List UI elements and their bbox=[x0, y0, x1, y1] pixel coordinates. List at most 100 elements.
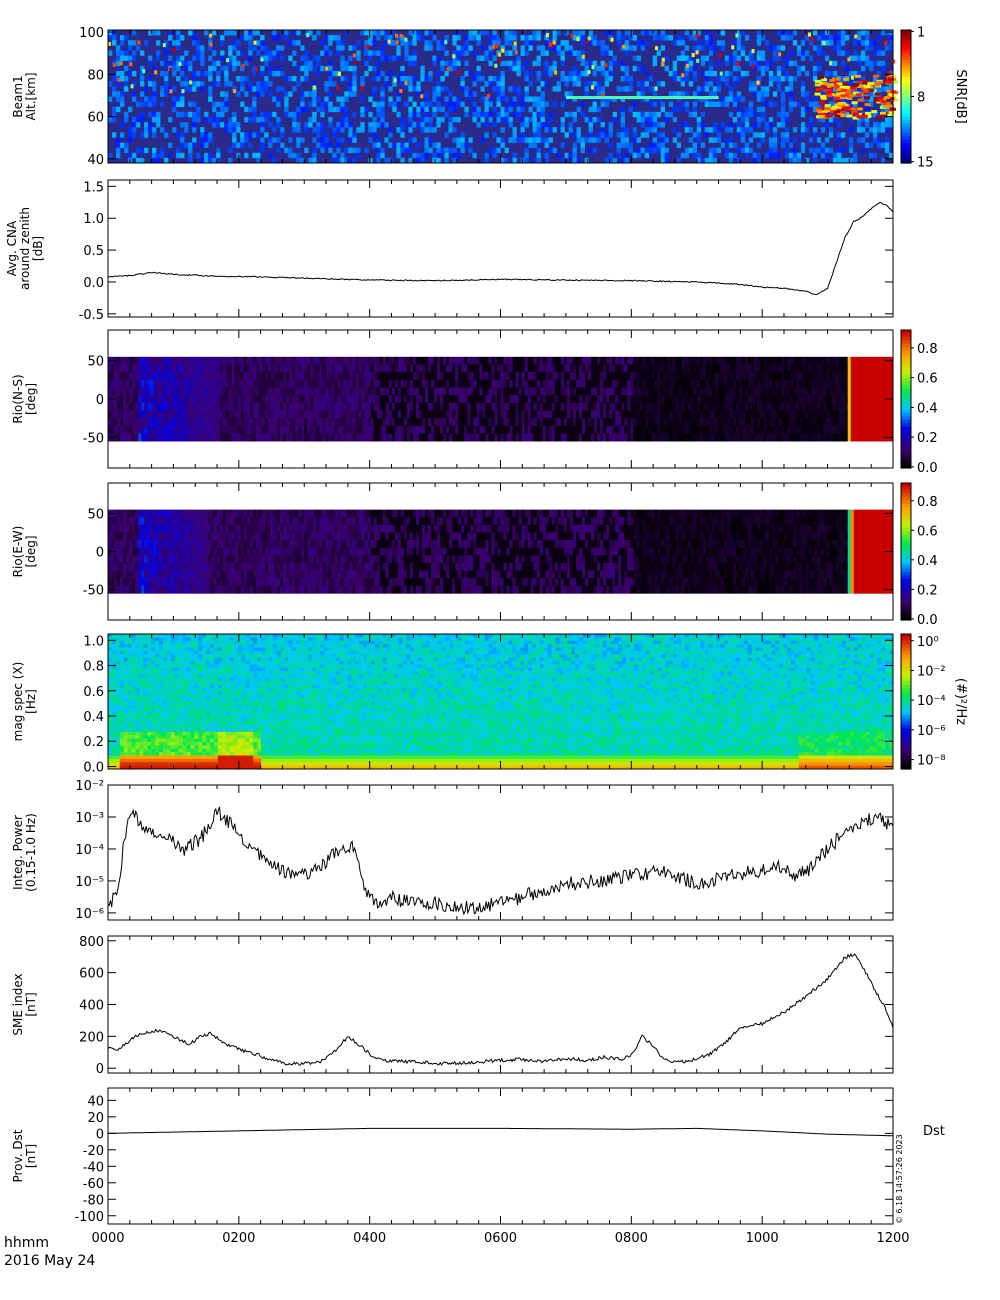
heatmap-cell bbox=[117, 402, 121, 411]
heatmap-cell bbox=[479, 418, 483, 427]
heatmap-cell bbox=[512, 60, 517, 67]
heatmap-cell bbox=[328, 101, 333, 108]
heatmap-cell bbox=[464, 70, 469, 77]
heatmap-cell bbox=[224, 106, 229, 113]
heatmap-cell bbox=[346, 418, 350, 427]
heatmap-cell bbox=[504, 96, 509, 102]
heatmap-cell bbox=[536, 106, 541, 113]
heatmap-cell bbox=[497, 379, 501, 388]
heatmap-cell bbox=[219, 356, 224, 365]
heatmap-cell bbox=[576, 50, 581, 56]
heatmap-cell bbox=[652, 101, 657, 108]
heatmap-cell bbox=[216, 395, 221, 404]
heatmap-cell bbox=[355, 379, 359, 388]
heatmap-cell bbox=[554, 425, 559, 434]
heatmap-cell bbox=[572, 356, 577, 365]
heatmap-cell bbox=[331, 402, 335, 411]
heatmap-cell bbox=[224, 81, 229, 87]
heatmap-cell bbox=[186, 387, 190, 396]
heatmap-cell bbox=[152, 86, 157, 92]
heatmap-cell bbox=[592, 101, 597, 108]
heatmap-cell bbox=[684, 70, 690, 77]
panel-frame bbox=[107, 179, 894, 318]
heatmap-cell bbox=[628, 45, 633, 51]
heatmap-cell bbox=[712, 147, 718, 154]
heatmap-cell bbox=[608, 142, 613, 148]
heatmap-cell bbox=[872, 86, 878, 92]
colorbar-cell bbox=[901, 136, 911, 141]
heatmap-cell bbox=[376, 152, 381, 159]
heatmap-cell bbox=[141, 364, 145, 373]
heatmap-cell bbox=[627, 372, 631, 381]
heatmap-cell bbox=[678, 402, 682, 411]
heatmap-cell bbox=[728, 91, 734, 97]
heatmap-cell bbox=[391, 372, 396, 381]
echo-mark bbox=[498, 52, 502, 57]
heatmap-cell bbox=[188, 30, 193, 36]
layer-echo bbox=[565, 96, 719, 100]
heatmap-cell bbox=[164, 132, 169, 138]
strong-echo bbox=[833, 93, 840, 97]
heatmap-cell bbox=[370, 410, 374, 419]
heatmap-cell bbox=[440, 395, 444, 404]
heatmap-cell bbox=[468, 137, 473, 143]
heatmap-cell bbox=[552, 30, 557, 36]
heatmap-cell bbox=[324, 50, 329, 56]
heatmap-cell bbox=[681, 425, 685, 434]
heatmap-cell bbox=[572, 81, 577, 87]
heatmap-cell bbox=[147, 425, 151, 434]
heatmap-cell bbox=[164, 60, 169, 67]
heatmap-cell bbox=[367, 402, 371, 411]
heatmap-cell bbox=[496, 96, 501, 102]
heatmap-cell bbox=[472, 35, 477, 41]
heatmap-cell bbox=[436, 101, 441, 108]
heatmap-cell bbox=[491, 402, 495, 411]
heatmap-cell bbox=[557, 379, 562, 388]
heatmap-cell bbox=[249, 379, 254, 388]
heatmap-cell bbox=[491, 433, 495, 442]
heatmap-cell bbox=[711, 356, 716, 365]
heatmap-cell bbox=[748, 60, 754, 67]
heatmap-cell bbox=[224, 122, 229, 128]
heatmap-cell bbox=[536, 45, 541, 51]
heatmap-cell bbox=[373, 402, 378, 411]
heatmap-cell bbox=[210, 379, 214, 388]
heatmap-cell bbox=[552, 45, 557, 51]
heatmap-cell bbox=[372, 86, 377, 92]
strong-echo bbox=[855, 93, 862, 97]
heatmap-cell bbox=[129, 425, 133, 434]
heatmap-cell bbox=[392, 81, 397, 87]
heatmap-cell bbox=[397, 418, 402, 427]
heatmap-cell bbox=[289, 387, 293, 396]
strong-echo bbox=[856, 107, 863, 111]
heatmap-cell bbox=[530, 372, 535, 381]
heatmap-cell bbox=[582, 433, 586, 442]
heatmap-cell bbox=[563, 379, 568, 388]
heatmap-cell bbox=[464, 410, 468, 419]
heatmap-cell bbox=[624, 142, 629, 148]
heatmap-cell bbox=[476, 433, 480, 442]
heatmap-cell bbox=[756, 30, 762, 36]
echo-mark bbox=[554, 70, 558, 75]
heatmap-cell bbox=[436, 152, 441, 159]
heatmap-cell bbox=[360, 76, 365, 82]
heatmap-cell bbox=[872, 127, 878, 133]
heatmap-cell bbox=[554, 379, 559, 388]
heatmap-cell bbox=[828, 70, 834, 77]
heatmap-cell bbox=[337, 395, 341, 404]
heatmap-cell bbox=[884, 45, 890, 51]
heatmap-cell bbox=[708, 96, 714, 102]
strong-echo bbox=[832, 83, 839, 87]
heatmap-cell bbox=[280, 45, 285, 51]
heatmap-cell bbox=[168, 418, 172, 427]
heatmap-cell bbox=[152, 91, 157, 97]
heatmap-cell bbox=[260, 81, 265, 87]
heatmap-cell bbox=[528, 106, 533, 113]
heatmap-cell bbox=[654, 395, 658, 404]
heatmap-cell bbox=[760, 86, 766, 92]
heatmap-cell bbox=[580, 137, 585, 143]
heatmap-cell bbox=[120, 122, 125, 128]
heatmap-cell bbox=[132, 40, 137, 46]
echo-mark bbox=[112, 62, 116, 67]
heatmap-cell bbox=[141, 410, 145, 419]
